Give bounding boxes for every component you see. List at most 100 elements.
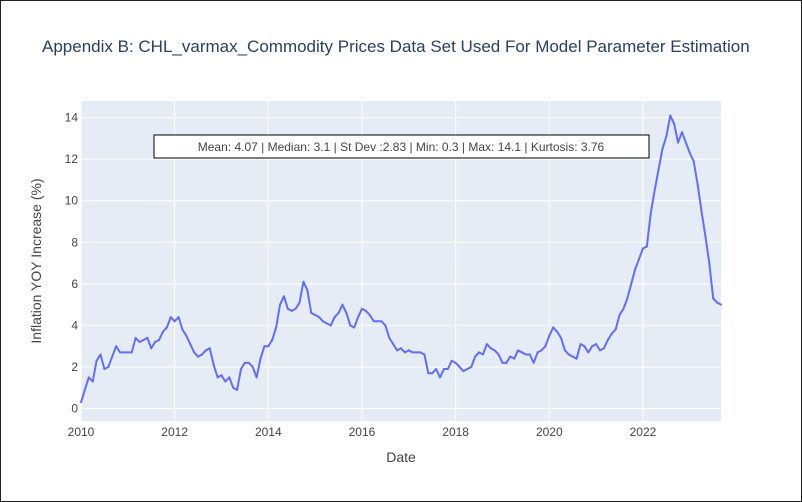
x-axis-label: Date [386,449,416,465]
data-point [294,307,297,310]
y-tick-label: 4 [71,318,78,332]
data-point [282,295,285,298]
data-point [505,361,508,364]
data-point [540,349,543,352]
data-point [392,343,395,346]
data-point [185,334,188,337]
data-point [142,338,145,341]
data-point [415,351,418,354]
data-point [645,245,648,248]
data-point [173,320,176,323]
data-point [325,322,328,325]
data-point [204,349,207,352]
data-point [630,282,633,285]
data-point [181,328,184,331]
data-point [349,324,352,327]
data-point [673,122,676,125]
data-point [263,345,266,348]
data-point [474,355,477,358]
x-tick-label: 2022 [630,425,657,439]
data-point [634,268,637,271]
data-point [696,183,699,186]
x-tick-label: 2010 [68,425,95,439]
data-point [275,326,278,329]
data-point [169,316,172,319]
data-point [357,316,360,319]
data-point [560,336,562,339]
data-point [454,361,457,364]
data-point [107,365,110,368]
data-point [692,160,695,163]
data-point [126,351,129,354]
data-point [197,355,200,358]
data-point [158,338,161,341]
data-point [407,349,410,352]
x-tick-label: 2012 [161,425,188,439]
y-axis-label: Inflation YOY Increase (%) [28,178,44,343]
data-point [200,353,203,356]
y-tick-label: 12 [65,152,79,166]
data-point [509,355,512,358]
data-point [279,303,282,306]
data-point [704,235,707,238]
data-point [321,320,324,323]
data-point [614,328,617,331]
data-point [618,314,621,317]
data-point [552,326,555,329]
data-point [360,307,363,310]
x-tick-label: 2014 [255,425,282,439]
data-point [161,330,164,333]
stats-annotation: Mean: 4.07 | Median: 3.1 | St Dev :2.83 … [153,134,650,159]
data-point [466,368,469,371]
data-point [575,357,578,360]
data-point [478,351,481,354]
data-point [189,343,192,346]
data-point [318,316,321,319]
data-point [165,326,168,329]
data-point [493,349,496,352]
data-point [83,388,86,391]
data-point [364,309,367,312]
y-tick-label: 6 [71,277,78,291]
data-point [567,353,570,356]
data-point [376,320,379,323]
data-points [80,114,722,404]
data-point [688,151,691,154]
data-point [224,380,227,383]
data-point [485,343,488,346]
data-point [400,347,402,350]
data-point [243,361,246,364]
data-point [259,357,262,360]
data-point [583,345,586,348]
data-point [228,376,231,379]
data-point [232,386,235,389]
data-point [111,355,114,358]
data-point [212,363,215,366]
data-point [267,345,270,348]
data-point [310,311,313,314]
data-point [138,341,141,344]
data-point [548,334,551,337]
stats-annotation-text: Mean: 4.07 | Median: 3.1 | St Dev :2.83 … [198,140,605,154]
data-point [251,365,254,368]
data-point [314,314,317,317]
stats-annotation-box [153,134,650,159]
data-point [563,349,566,352]
y-tick-label: 8 [71,235,78,249]
data-point [708,262,711,265]
data-point [368,314,371,317]
data-point [442,368,445,371]
data-point [271,338,274,341]
data-point [587,351,590,354]
data-point [134,336,137,339]
data-point [501,361,504,364]
data-point [154,341,157,344]
data-point [626,297,629,300]
data-point [87,376,90,379]
data-point [290,309,293,312]
data-point [302,280,305,283]
data-point [419,351,422,354]
data-point [712,297,715,300]
data-point [544,345,547,348]
